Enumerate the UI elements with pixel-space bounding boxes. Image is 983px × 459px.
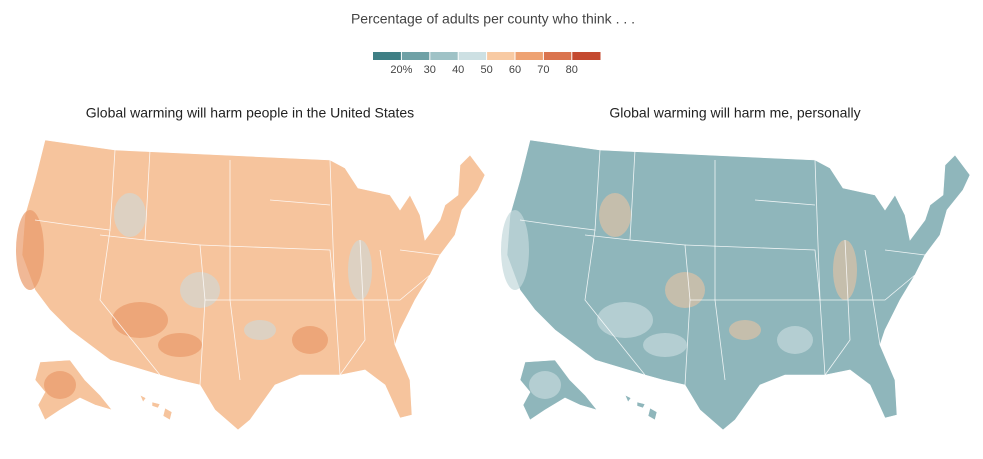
legend-swatch: [515, 52, 544, 60]
legend-swatch: [486, 52, 516, 60]
region-shade: [529, 371, 561, 399]
legend-tick-label: 70: [537, 64, 549, 76]
map-title: Global warming will harm me, personally: [609, 105, 860, 121]
region-hi: [139, 394, 173, 421]
region-shade: [501, 210, 529, 290]
region-shade: [597, 302, 653, 338]
region-shade: [729, 320, 761, 340]
legend-swatch: [458, 52, 487, 60]
region-shade: [112, 302, 168, 338]
legend-tick-label: 30: [424, 64, 436, 76]
region-shade: [158, 333, 202, 357]
region-shade: [643, 333, 687, 357]
region-shade: [44, 371, 76, 399]
region-shade: [833, 240, 857, 300]
legend: 20% 30 40 50 60 70 80: [373, 52, 601, 76]
region-shade: [348, 240, 372, 300]
region-shade: [180, 272, 220, 308]
region-shade: [665, 272, 705, 308]
legend-tick-label: 40: [452, 64, 464, 76]
subtitle: Percentage of adults per county who thin…: [351, 11, 635, 27]
region-shade: [292, 326, 328, 354]
maps: Global warming will harm people in the U…: [16, 105, 971, 431]
legend-tick-label: 20%: [390, 64, 412, 76]
region-hi: [624, 394, 658, 421]
legend-swatch: [401, 52, 431, 60]
region-shade: [777, 326, 813, 354]
map-title: Global warming will harm people in the U…: [86, 105, 414, 121]
legend-tick-label: 50: [480, 64, 492, 76]
legend-swatch: [543, 52, 573, 60]
region-shade: [114, 193, 146, 237]
legend-swatch: [373, 52, 402, 60]
legend-tick-label: 80: [566, 64, 578, 76]
legend-tick-label: 60: [509, 64, 521, 76]
legend-swatch: [429, 52, 459, 60]
region-shade: [244, 320, 276, 340]
map: Global warming will harm people in the U…: [16, 105, 486, 431]
region-shade: [16, 210, 44, 290]
legend-swatch: [571, 52, 601, 60]
region-shade: [599, 193, 631, 237]
map: Global warming will harm me, personally: [501, 105, 971, 431]
